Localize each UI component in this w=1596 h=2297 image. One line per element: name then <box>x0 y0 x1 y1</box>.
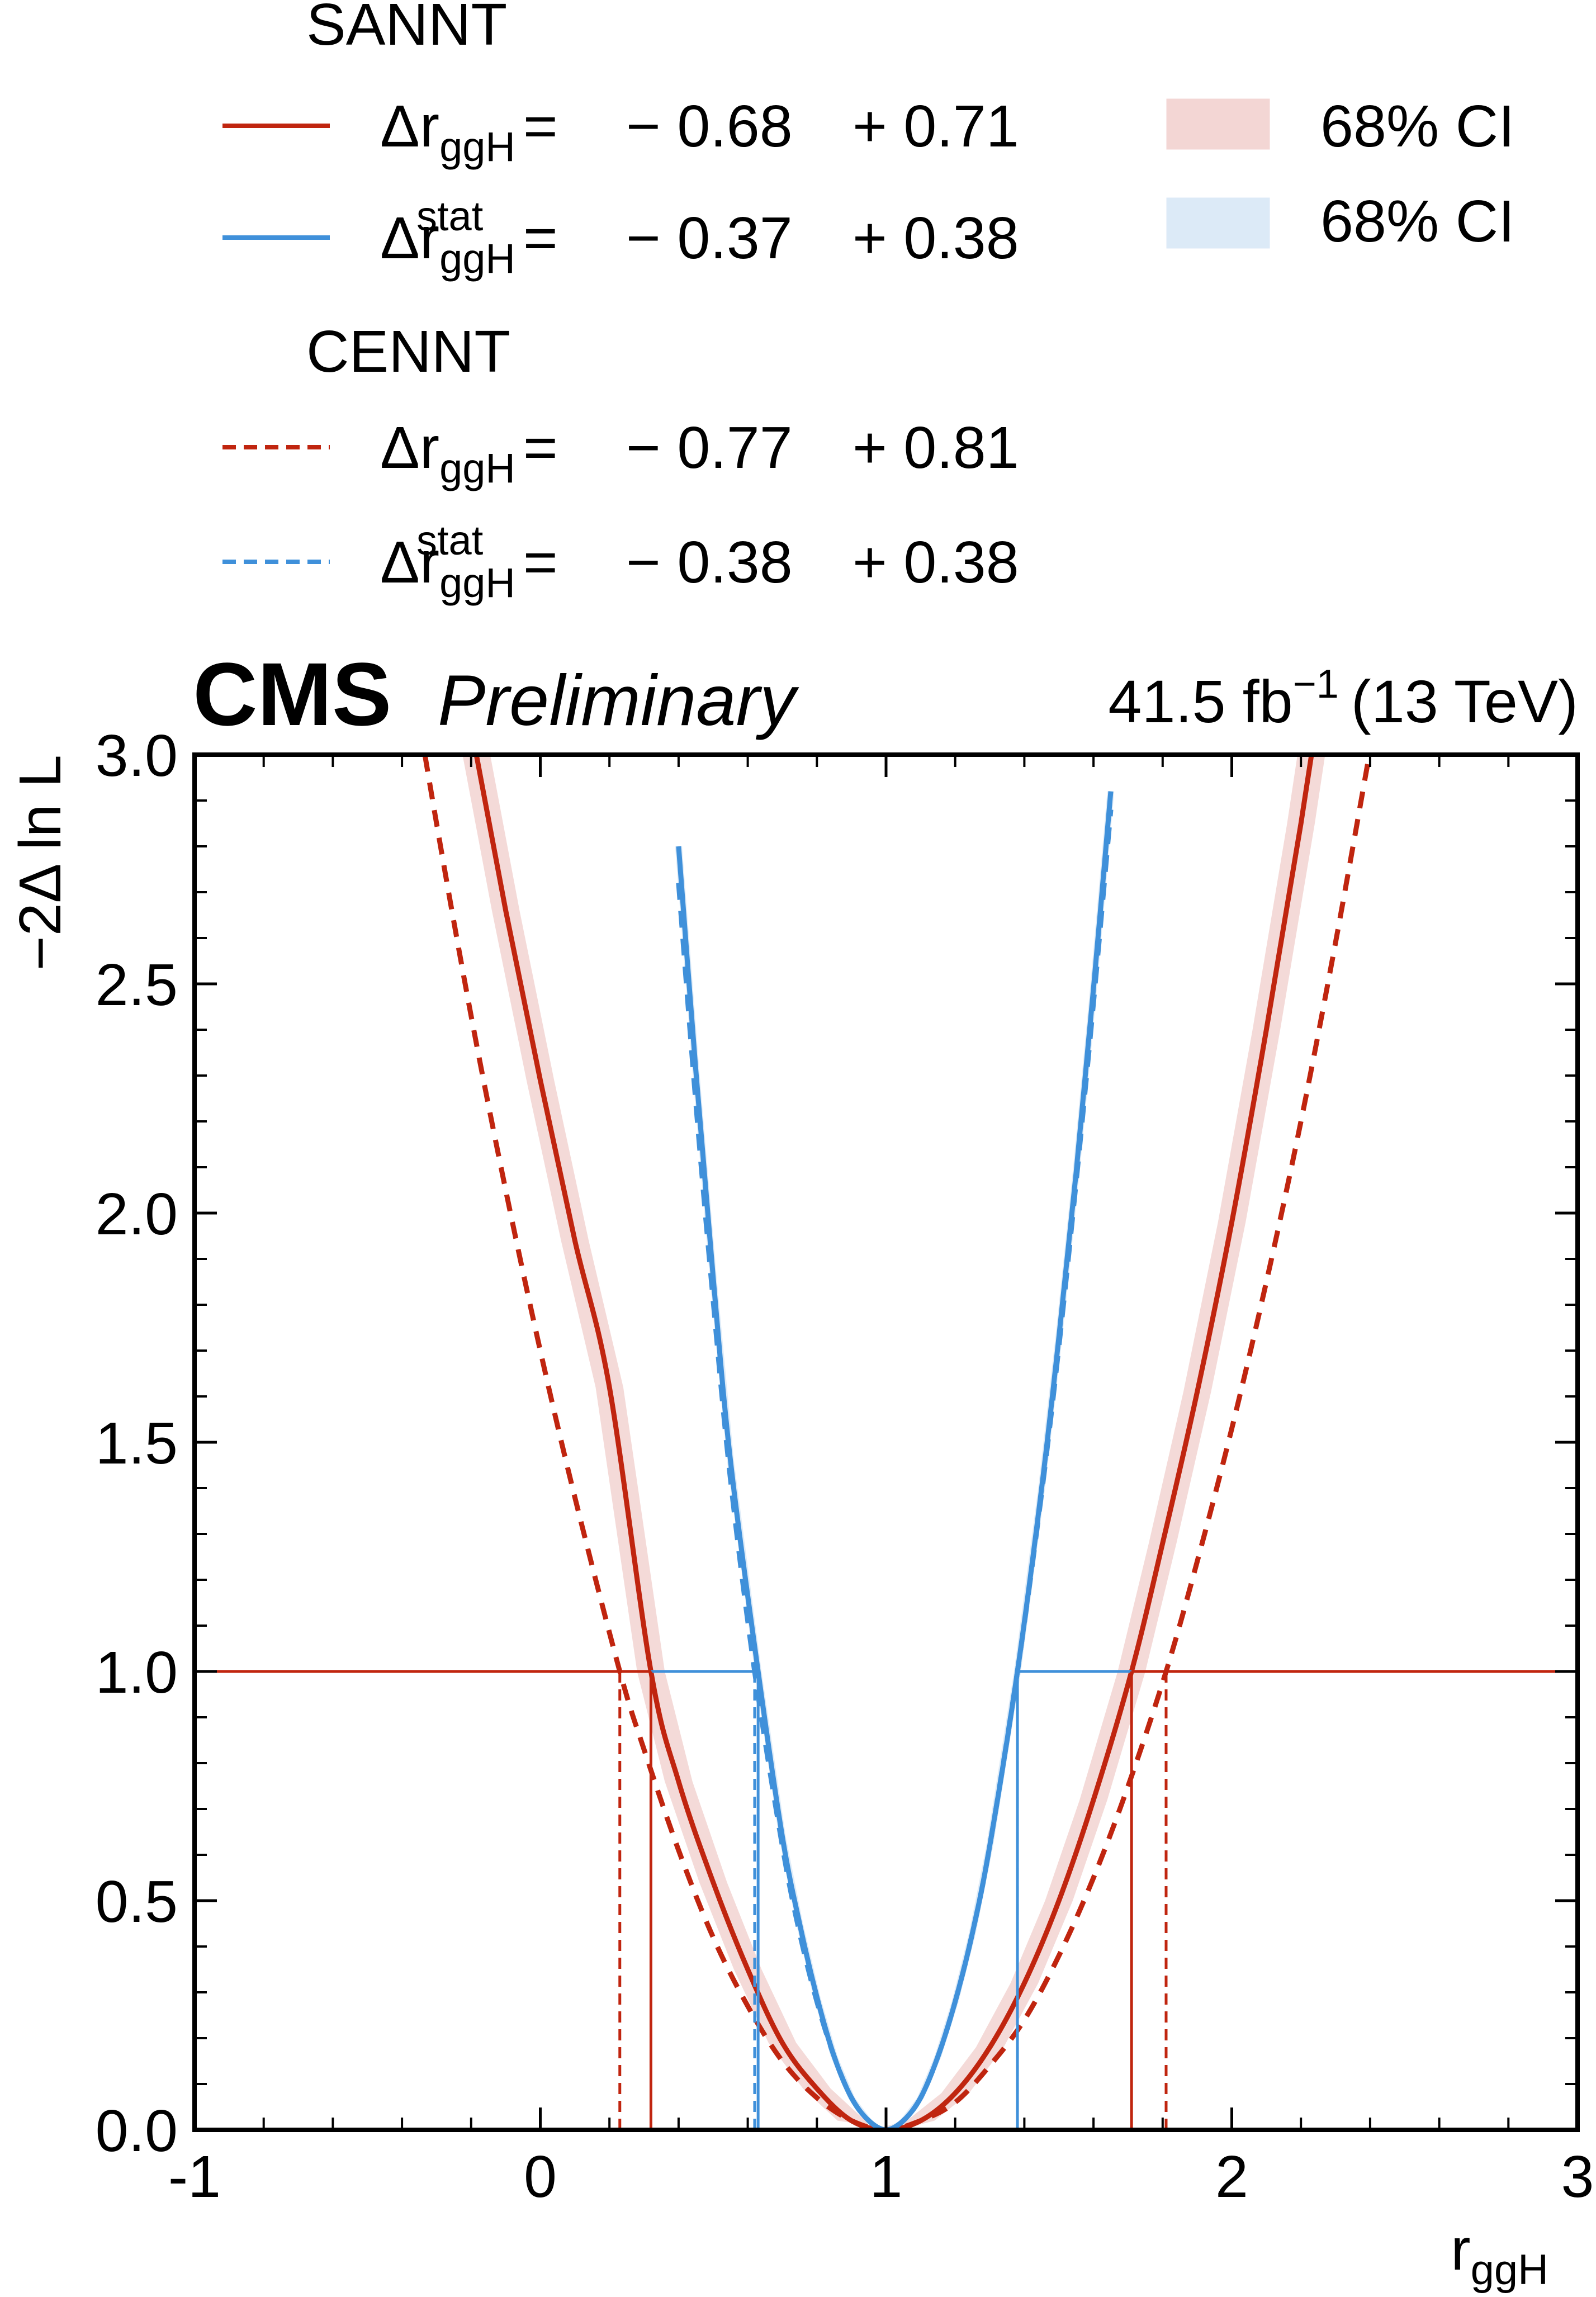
legend-down-value: − 0.38 <box>626 529 793 595</box>
y-tick-label: 3.0 <box>96 723 178 789</box>
legend-down-value: − 0.77 <box>626 415 793 481</box>
legend-label: ΔrggH = <box>380 93 558 170</box>
legend-up-value: + 0.81 <box>853 415 1019 481</box>
legend-band-label: 68% CI <box>1320 93 1515 159</box>
x-tick-label: 0 <box>524 2144 557 2210</box>
x-tick-label: 3 <box>1561 2144 1594 2210</box>
legend: SANNT ΔrggH = − 0.68 + 0.71 ΔrggH = stat −… <box>222 0 1515 606</box>
legend-label: ΔrggH = <box>380 529 558 606</box>
y-tick-label: 0.0 <box>96 2098 178 2164</box>
plot-frame <box>192 752 1580 2132</box>
legend-label: ΔrggH = <box>380 205 558 282</box>
tick-label-layer: -1 0 1 2 3 0.0 0.5 1.0 1.5 2.0 2.5 3.0 <box>96 723 1594 2210</box>
legend-band-swatch-red <box>1166 98 1270 150</box>
legend-entry-cennt-total: ΔrggH = − 0.77 + 0.81 <box>222 415 1019 491</box>
legend-band-label: 68% CI <box>1320 188 1515 254</box>
legend-band-entry-red: 68% CI <box>1166 93 1515 159</box>
y-tick-label: 2.0 <box>96 1181 178 1247</box>
legend-superscript: stat <box>416 193 484 239</box>
y-axis-title: −2Δ ln L <box>7 755 73 970</box>
legend-up-value: + 0.38 <box>853 205 1019 271</box>
legend-entry-cennt-stat: ΔrggH = stat − 0.38 + 0.38 <box>222 517 1019 606</box>
legend-superscript: stat <box>416 517 484 563</box>
legend-entry-sannt-total: ΔrggH = − 0.68 + 0.71 <box>222 93 1019 170</box>
legend-entry-sannt-stat: ΔrggH = stat − 0.37 + 0.38 <box>222 193 1019 282</box>
x-tick-label: 1 <box>870 2144 903 2210</box>
luminosity-label: 41.5 fb−1 (13 TeV) <box>1108 662 1578 735</box>
legend-band-swatch-blue <box>1166 197 1270 249</box>
legend-group-title-cennt: CENNT <box>306 319 510 385</box>
curve-cennt_total <box>422 755 1372 2130</box>
legend-band-entry-blue: 68% CI <box>1166 188 1515 254</box>
plot-area: -1 0 1 2 3 0.0 0.5 1.0 1.5 2.0 2.5 3.0 <box>96 723 1594 2210</box>
legend-label: ΔrggH = <box>380 415 558 491</box>
y-tick-label: 2.5 <box>96 952 178 1018</box>
x-axis-title: rggH <box>1451 2217 1548 2294</box>
preliminary-label: Preliminary <box>438 661 799 741</box>
legend-down-value: − 0.68 <box>626 93 793 159</box>
experiment-label: CMS <box>193 644 392 744</box>
y-tick-label: 1.5 <box>96 1410 178 1476</box>
plot-header: CMS Preliminary 41.5 fb−1 (13 TeV) <box>193 644 1578 744</box>
legend-up-value: + 0.71 <box>853 93 1019 159</box>
legend-group-title-sannt: SANNT <box>306 0 507 58</box>
y-tick-label: 0.5 <box>96 1869 178 1935</box>
x-tick-label: 2 <box>1215 2144 1248 2210</box>
interval-layer <box>195 1670 1578 2130</box>
y-tick-label: 1.0 <box>96 1640 178 1706</box>
legend-down-value: − 0.37 <box>626 205 793 271</box>
legend-up-value: + 0.38 <box>853 529 1019 595</box>
x-tick-label: -1 <box>168 2144 221 2210</box>
tick-layer <box>193 753 1579 2132</box>
curve-sannt_stat <box>676 791 1114 2130</box>
